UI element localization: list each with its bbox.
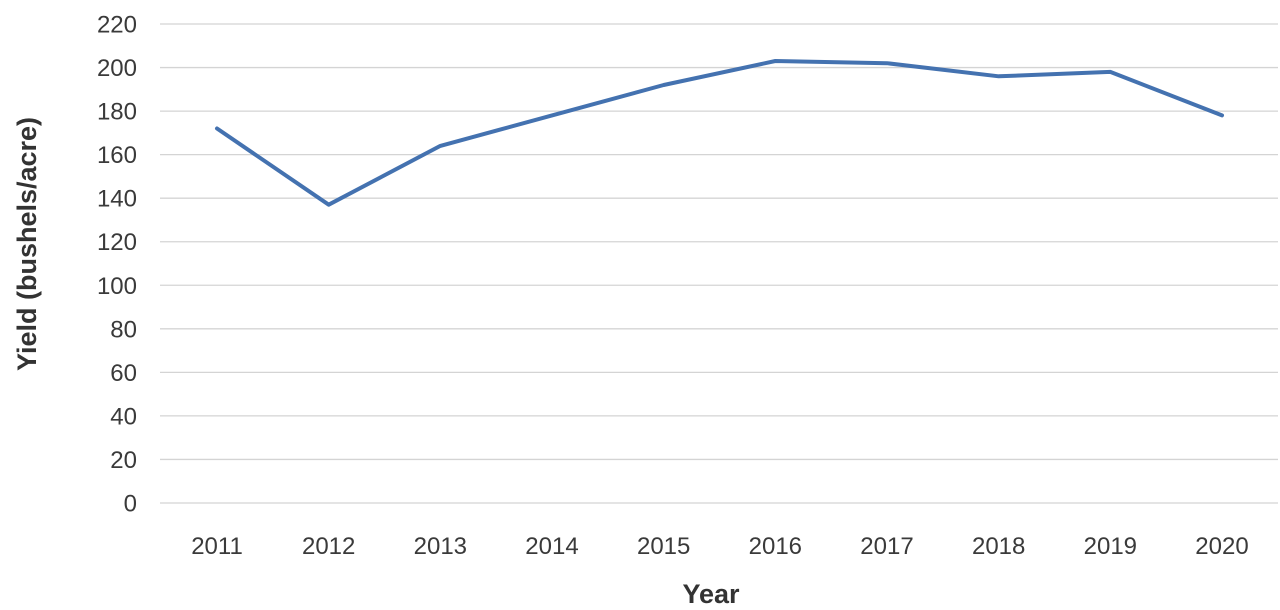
x-tick-label-2018: 2018: [972, 533, 1025, 560]
y-tick-label-40: 40: [110, 403, 137, 430]
y-tick-label-140: 140: [97, 186, 137, 213]
x-axis-ticks: 2011 2012 2013 2014 2015 2016 2017 2018 2019 2020: [191, 533, 1249, 560]
y-tick-label-0: 0: [124, 491, 137, 518]
y-axis-title: Yield (bushels/acre): [12, 117, 42, 371]
y-tick-label-200: 200: [97, 55, 137, 82]
y-tick-label-100: 100: [97, 273, 137, 300]
x-axis-title: Year: [682, 579, 740, 609]
y-tick-label-20: 20: [110, 447, 137, 474]
y-axis-ticks: 0 20 40 60 80 100 120 140 160 180 200 220: [97, 12, 137, 518]
series-group: [215, 59, 1224, 207]
x-tick-label-2016: 2016: [749, 533, 802, 560]
gridlines: [160, 23, 1278, 504]
x-tick-label-2020: 2020: [1195, 533, 1248, 560]
y-tick-label-160: 160: [97, 142, 137, 169]
y-tick-label-120: 120: [97, 229, 137, 256]
x-tick-label-2015: 2015: [637, 533, 690, 560]
y-tick-label-180: 180: [97, 99, 137, 126]
x-tick-label-2012: 2012: [302, 533, 355, 560]
x-tick-label-2013: 2013: [414, 533, 467, 560]
x-tick-label-2017: 2017: [860, 533, 913, 560]
y-tick-label-220: 220: [97, 12, 137, 39]
y-tick-label-60: 60: [110, 360, 137, 387]
series-line-0: [215, 59, 1224, 207]
x-tick-label-2011: 2011: [191, 533, 243, 560]
x-tick-label-2019: 2019: [1084, 533, 1137, 560]
y-tick-label-80: 80: [110, 316, 137, 343]
x-tick-label-2014: 2014: [525, 533, 578, 560]
